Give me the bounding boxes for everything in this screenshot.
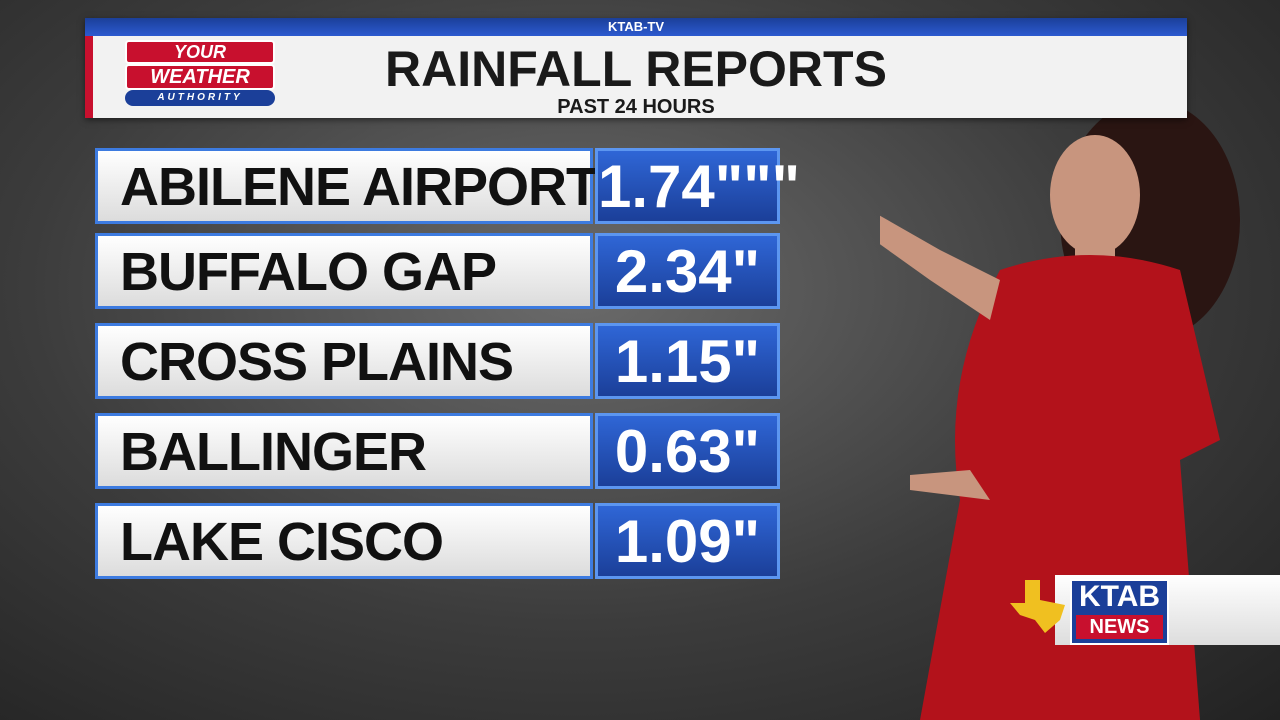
- title: RAINFALL REPORTS: [385, 41, 887, 97]
- location: BALLINGER: [95, 413, 593, 489]
- logo-line: YOUR: [125, 40, 275, 64]
- location: CROSS PLAINS: [95, 323, 593, 399]
- texas-icon: [1010, 580, 1065, 633]
- rainfall-amount: 0.63": [595, 413, 780, 489]
- station: KTAB-TV: [85, 18, 1187, 36]
- location: ABILENE AIRPORT: [95, 148, 599, 224]
- logo: YOUR WEATHER AUTHORITY: [125, 40, 275, 112]
- rainfall-amount: 1.09": [595, 503, 780, 579]
- header: KTAB-TV YOUR WEATHER AUTHORITY RAINFALL …: [85, 18, 1187, 118]
- logo-line: WEATHER: [125, 64, 275, 90]
- table-row: BALLINGER 0.63": [95, 413, 780, 489]
- bug-brand: NEWS: [1076, 615, 1163, 639]
- logo-line: AUTHORITY: [125, 90, 275, 106]
- location: LAKE CISCO: [95, 503, 593, 579]
- rainfall-amount: 1.74""": [595, 148, 800, 224]
- station-bug: KTAB NEWS: [1005, 575, 1280, 645]
- rainfall-amount: 2.34": [595, 233, 780, 309]
- rainfall-amount: 1.15": [595, 323, 780, 399]
- bug-box: KTAB NEWS: [1070, 579, 1169, 645]
- table-row: CROSS PLAINS 1.15": [95, 323, 780, 399]
- location: BUFFALO GAP: [95, 233, 593, 309]
- table-row: ABILENE AIRPORT 1.74""": [95, 148, 800, 224]
- bug-call: KTAB: [1078, 580, 1161, 613]
- subtitle: PAST 24 HOURS: [557, 96, 715, 118]
- table-row: LAKE CISCO 1.09": [95, 503, 780, 579]
- accent: [85, 36, 93, 118]
- table-row: BUFFALO GAP 2.34": [95, 233, 780, 309]
